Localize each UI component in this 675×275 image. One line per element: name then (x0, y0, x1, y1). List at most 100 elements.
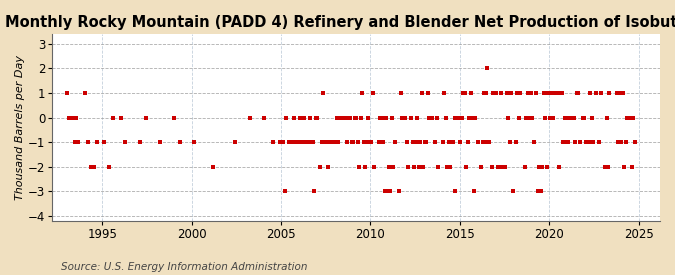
Point (566, 115, 576, 120)
Point (570, 140, 580, 144)
Point (533, 189, 543, 194)
Point (245, 115, 256, 120)
Point (573, 91, 584, 95)
Point (208, 164, 219, 169)
Point (304, 115, 315, 120)
Point (92, 140, 103, 144)
Point (366, 140, 377, 144)
Point (279, 189, 290, 194)
Point (99, 140, 110, 144)
Point (308, 140, 319, 144)
Point (488, 91, 499, 95)
Point (293, 140, 304, 144)
Point (580, 140, 591, 144)
Point (402, 140, 412, 144)
Point (345, 115, 356, 120)
Point (561, 140, 572, 144)
Point (309, 189, 320, 194)
Point (369, 164, 379, 169)
Point (574, 140, 585, 144)
Point (473, 140, 484, 144)
Point (448, 140, 458, 144)
Point (331, 115, 342, 120)
Point (593, 140, 604, 144)
Point (230, 140, 241, 144)
Point (288, 115, 299, 120)
Point (477, 140, 488, 144)
Point (348, 140, 358, 144)
Point (489, 91, 500, 95)
Point (423, 91, 433, 95)
Point (302, 140, 313, 144)
Point (419, 140, 430, 144)
Point (562, 140, 573, 144)
Point (321, 140, 332, 144)
Point (416, 91, 427, 95)
Point (425, 115, 436, 120)
Point (556, 91, 567, 95)
Point (421, 140, 431, 144)
Point (354, 164, 364, 169)
Point (375, 115, 385, 120)
Point (543, 91, 554, 95)
Point (424, 115, 435, 120)
Point (330, 140, 341, 144)
Point (86, 164, 97, 169)
Point (430, 140, 441, 144)
Point (507, 189, 518, 194)
Point (284, 140, 294, 144)
Point (513, 115, 524, 120)
Point (418, 164, 429, 169)
Point (613, 140, 624, 144)
Point (387, 115, 398, 120)
Point (437, 140, 448, 144)
Point (571, 91, 582, 95)
Point (82, 140, 93, 144)
Point (512, 91, 522, 95)
Point (616, 140, 627, 144)
Point (619, 164, 630, 169)
Point (451, 115, 462, 120)
Point (415, 140, 426, 144)
Point (403, 164, 414, 169)
Title: Monthly Rocky Mountain (PADD 4) Refinery and Blender Net Production of Isobutane: Monthly Rocky Mountain (PADD 4) Refinery… (5, 15, 675, 30)
Point (324, 140, 335, 144)
Point (540, 115, 551, 120)
Text: Source: U.S. Energy Information Administration: Source: U.S. Energy Information Administ… (61, 262, 307, 272)
Point (461, 164, 472, 169)
Point (297, 140, 308, 144)
Point (329, 140, 340, 144)
Point (520, 115, 531, 120)
Point (524, 115, 535, 120)
Point (535, 189, 546, 194)
Point (534, 164, 545, 169)
Point (342, 140, 352, 144)
Point (396, 91, 406, 95)
Point (528, 140, 539, 144)
Point (591, 91, 601, 95)
Point (259, 115, 269, 120)
Point (564, 115, 574, 120)
Point (385, 189, 396, 194)
Point (382, 189, 393, 194)
Point (108, 115, 119, 120)
Point (467, 115, 478, 120)
Point (358, 140, 369, 144)
Point (558, 140, 569, 144)
Point (431, 115, 442, 120)
Point (367, 91, 378, 95)
Point (383, 164, 394, 169)
Point (604, 91, 615, 95)
Point (525, 91, 536, 95)
Point (483, 140, 494, 144)
Point (470, 115, 481, 120)
Point (290, 140, 300, 144)
Point (510, 140, 521, 144)
Point (389, 140, 400, 144)
Point (413, 164, 424, 169)
Point (503, 115, 514, 120)
Point (377, 140, 388, 144)
Point (519, 164, 530, 169)
Point (443, 140, 454, 144)
Point (583, 140, 594, 144)
